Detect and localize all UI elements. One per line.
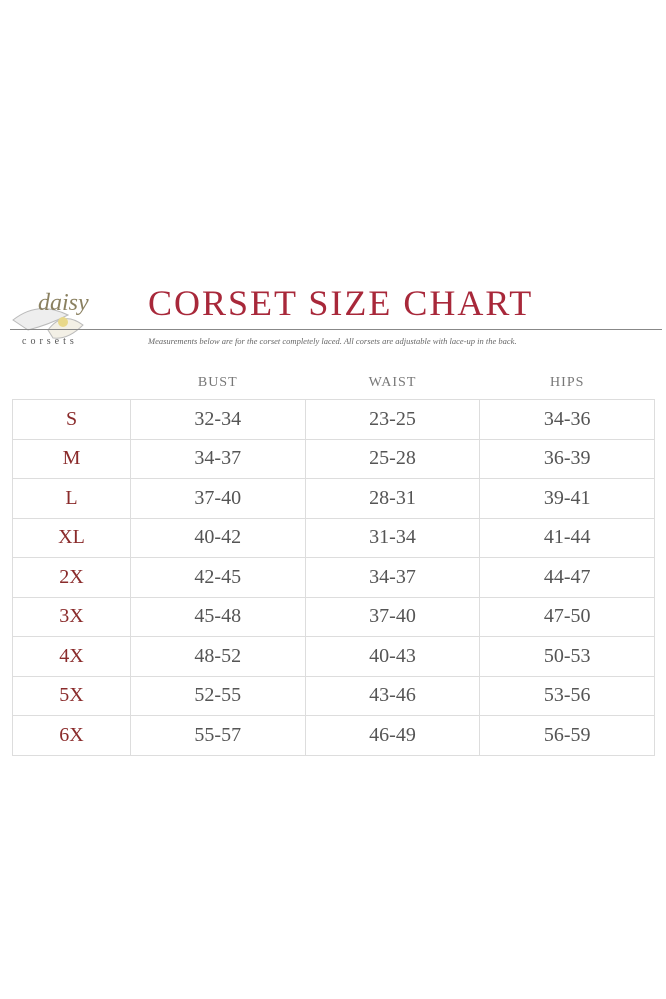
table-row: L 37-40 28-31 39-41 <box>12 478 655 519</box>
size-table: BUST WAIST HIPS S 32-34 23-25 34-36 M 34-37 25… <box>12 367 655 756</box>
hips-cell: 41-44 <box>479 517 655 558</box>
bust-cell: 42-45 <box>130 557 306 598</box>
waist-cell: 28-31 <box>304 478 481 519</box>
hips-cell: 44-47 <box>479 557 655 598</box>
hips-cell: 53-56 <box>479 675 655 716</box>
size-cell: S <box>12 399 131 440</box>
size-cell: XL <box>12 517 131 558</box>
hips-cell: 36-39 <box>479 438 655 479</box>
waist-cell: 46-49 <box>304 715 481 756</box>
bust-cell: 48-52 <box>130 636 306 677</box>
bust-cell: 34-37 <box>130 438 306 479</box>
daisy-corsets-logo: daisy <box>8 280 138 350</box>
bust-cell: 45-48 <box>130 596 306 637</box>
size-cell: 5X <box>12 675 131 716</box>
svg-text:daisy: daisy <box>38 290 89 316</box>
size-cell: 2X <box>12 557 131 598</box>
column-header-bust: BUST <box>197 375 238 390</box>
waist-cell: 43-46 <box>304 675 481 716</box>
hips-cell: 47-50 <box>479 596 655 637</box>
bust-cell: 52-55 <box>130 675 306 716</box>
hips-cell: 34-36 <box>479 399 655 440</box>
column-header-waist: WAIST <box>368 375 417 390</box>
hips-cell: 50-53 <box>479 636 655 677</box>
waist-cell: 40-43 <box>304 636 481 677</box>
bust-cell: 55-57 <box>130 715 306 756</box>
divider <box>10 329 662 330</box>
page-title: CORSET SIZE CHART <box>148 283 534 323</box>
table-row: 3X 45-48 37-40 47-50 <box>12 596 655 637</box>
bust-cell: 40-42 <box>130 517 306 558</box>
hips-cell: 56-59 <box>479 715 655 756</box>
table-row: M 34-37 25-28 36-39 <box>12 438 655 479</box>
table-row: XL 40-42 31-34 41-44 <box>12 517 655 558</box>
waist-cell: 37-40 <box>304 596 481 637</box>
measurement-note: Measurements below are for the corset co… <box>148 336 517 346</box>
waist-cell: 31-34 <box>304 517 481 558</box>
waist-cell: 25-28 <box>304 438 481 479</box>
size-cell: 4X <box>12 636 131 677</box>
size-cell: M <box>12 438 131 479</box>
table-row: 6X 55-57 46-49 56-59 <box>12 715 655 756</box>
size-cell: 6X <box>12 715 131 756</box>
table-row: 2X 42-45 34-37 44-47 <box>12 557 655 598</box>
waist-cell: 34-37 <box>304 557 481 598</box>
brand-text: corsets <box>22 336 78 347</box>
waist-cell: 23-25 <box>304 399 481 440</box>
bust-cell: 37-40 <box>130 478 306 519</box>
table-row: 5X 52-55 43-46 53-56 <box>12 675 655 716</box>
table-row: 4X 48-52 40-43 50-53 <box>12 636 655 677</box>
hips-cell: 39-41 <box>479 478 655 519</box>
bust-cell: 32-34 <box>130 399 306 440</box>
table-row: S 32-34 23-25 34-36 <box>12 399 655 440</box>
size-cell: 3X <box>12 596 131 637</box>
size-cell: L <box>12 478 131 519</box>
column-header-hips: HIPS <box>550 375 585 390</box>
